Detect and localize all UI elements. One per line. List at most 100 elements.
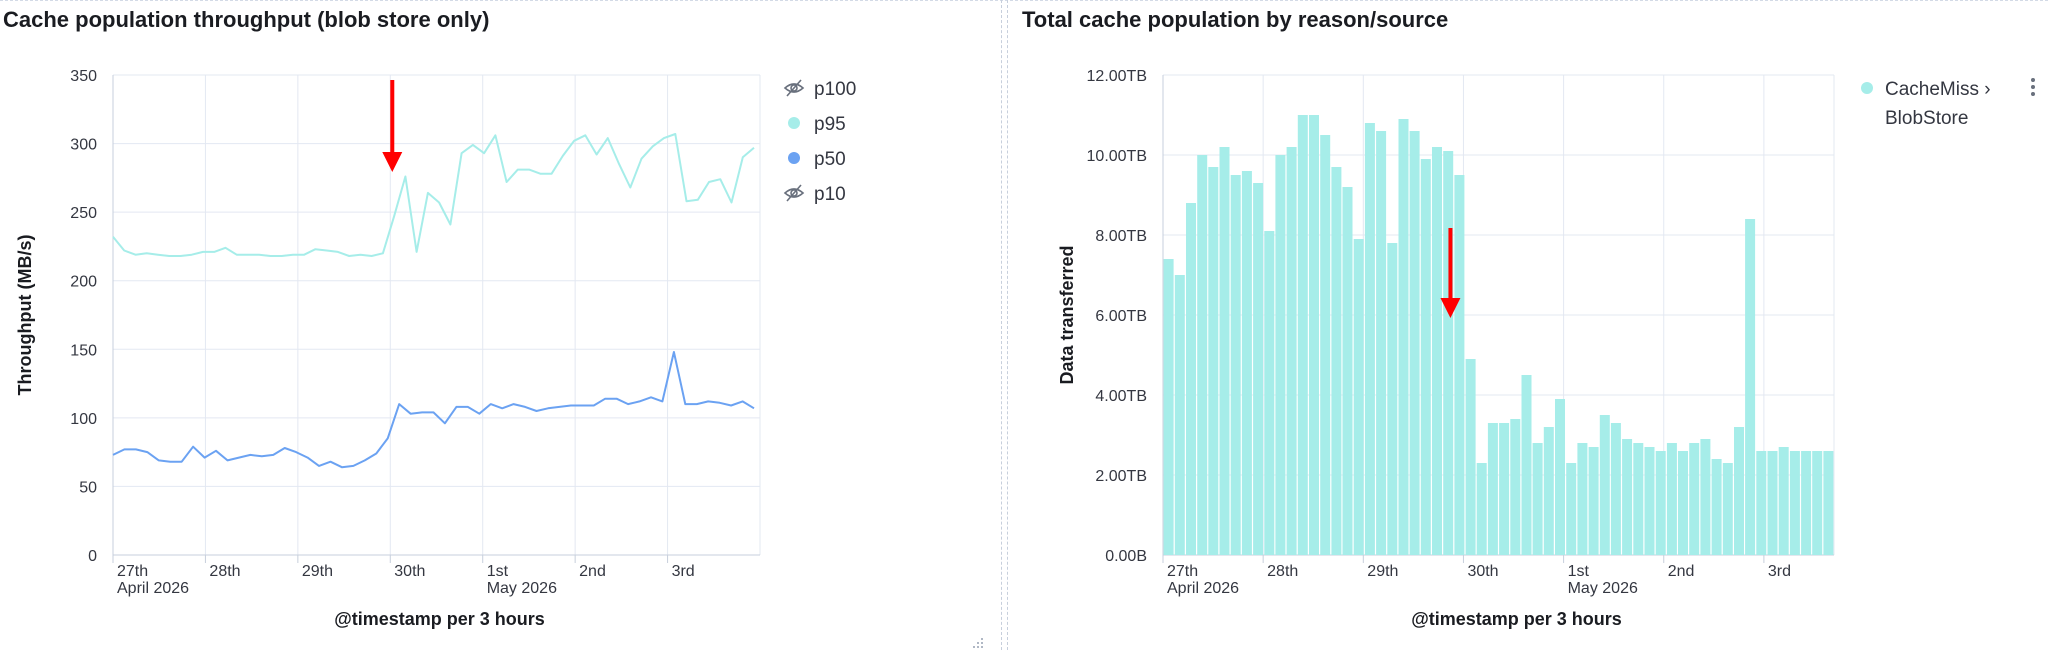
bar: [1532, 443, 1543, 555]
x-tick-label: 3rd: [672, 563, 695, 580]
resize-handle-icon[interactable]: [972, 636, 984, 648]
x-tick-label: 30th: [394, 563, 425, 580]
y-tick-label: 0: [88, 548, 97, 565]
y-tick-label: 8.00TB: [1095, 228, 1147, 245]
legend-swatch: [788, 117, 800, 129]
y-tick-label: 12.00TB: [1087, 68, 1147, 85]
bar: [1454, 175, 1465, 555]
bar: [1633, 443, 1644, 555]
x-tick-label: 1st: [487, 563, 509, 580]
legend-menu-icon[interactable]: [2030, 76, 2036, 98]
x-tick-label: 29th: [302, 563, 333, 580]
bar: [1655, 451, 1666, 555]
legend-item-label: p50: [814, 149, 846, 170]
bar: [1253, 183, 1264, 555]
bar: [1555, 399, 1565, 555]
bar: [1364, 123, 1375, 555]
y-tick-label: 300: [70, 137, 97, 154]
bar: [1722, 463, 1733, 555]
population-panel-title: Total cache population by reason/source: [1022, 7, 1449, 32]
bar: [1297, 115, 1308, 555]
x-axis-title: @timestamp per 3 hours: [334, 609, 545, 629]
series-line-p95: [112, 133, 755, 257]
x-tick-label: 28th: [1267, 563, 1298, 580]
y-tick-label: 150: [70, 342, 97, 359]
population-panel: Total cache population by reason/source …: [1008, 0, 2048, 650]
bar: [1756, 451, 1767, 555]
legend-item-label: CacheMiss ›: [1885, 79, 1991, 100]
bar: [1510, 419, 1521, 555]
annotation-arrow: [382, 80, 403, 172]
legend-item-label-line2: BlobStore: [1885, 108, 1968, 129]
population-bar-chart[interactable]: 0.00B 2.00TB 4.00TB 6.00TB 8.00TB 10.00TB 12.0…: [1008, 0, 2048, 650]
x-tick-label: 28th: [209, 563, 240, 580]
bar: [1286, 147, 1297, 555]
y-tick-label: 200: [70, 274, 97, 291]
x-tick-label: 27th: [1167, 563, 1198, 580]
bar: [1812, 451, 1823, 555]
bar: [1823, 451, 1834, 555]
x-tick-label: 1st: [1568, 563, 1590, 580]
y-tick-label: 50: [79, 479, 97, 496]
bar: [1264, 231, 1275, 555]
bar: [1353, 239, 1364, 555]
bar: [1476, 463, 1487, 555]
x-tick-sublabel: May 2026: [487, 580, 557, 597]
x-tick-label: 2nd: [1668, 563, 1695, 580]
bar: [1588, 447, 1599, 555]
x-tick-label: 3rd: [1768, 563, 1791, 580]
x-tick-sublabel: April 2026: [117, 580, 189, 597]
legend-hidden-eye-icon: [783, 184, 805, 202]
bar: [1577, 443, 1588, 555]
series-line-p50: [112, 351, 755, 469]
bar: [1801, 451, 1812, 555]
legend-swatch: [1861, 82, 1873, 94]
bar: [1163, 259, 1174, 555]
bar: [1789, 451, 1800, 555]
y-tick-label: 10.00TB: [1087, 148, 1147, 165]
bar: [1241, 171, 1252, 555]
bar: [1599, 415, 1610, 555]
x-tick-label: 27th: [117, 563, 148, 580]
bar: [1443, 151, 1454, 555]
bar: [1309, 115, 1319, 555]
bar: [1409, 131, 1420, 555]
y-axis-title: Data transferred: [1057, 245, 1077, 384]
bar: [1465, 359, 1476, 555]
bar: [1398, 119, 1409, 555]
bar: [1487, 423, 1498, 555]
bar: [1208, 167, 1219, 555]
legend-hidden-eye-icon: [783, 79, 805, 97]
y-tick-label: 250: [70, 205, 97, 222]
bar: [1666, 443, 1677, 555]
bar: [1420, 159, 1431, 555]
bar: [1342, 187, 1353, 555]
y-tick-label: 100: [70, 411, 97, 428]
x-tick-sublabel: April 2026: [1167, 580, 1239, 597]
bar: [1767, 451, 1778, 555]
bar: [1387, 243, 1398, 555]
bar: [1778, 447, 1789, 555]
bar: [1320, 135, 1331, 555]
bar: [1499, 423, 1510, 555]
bar: [1745, 219, 1756, 555]
bar: [1689, 443, 1700, 555]
y-tick-label: 2.00TB: [1095, 468, 1147, 485]
bar: [1197, 155, 1208, 555]
bar: [1711, 459, 1722, 555]
y-tick-label: 6.00TB: [1095, 308, 1147, 325]
bar: [1644, 447, 1655, 555]
y-tick-label: 0.00B: [1105, 548, 1147, 565]
throughput-panel-title: Cache population throughput (blob store …: [3, 7, 490, 32]
bar: [1432, 147, 1442, 555]
bar: [1376, 131, 1387, 555]
x-tick-label: 29th: [1367, 563, 1398, 580]
bar: [1622, 439, 1633, 555]
legend-item-label: p100: [814, 79, 856, 100]
panel-divider: [1001, 0, 1008, 650]
throughput-panel: Cache population throughput (blob store …: [0, 0, 1000, 650]
bar: [1678, 451, 1688, 555]
panel-top-border: [0, 0, 2048, 1]
y-tick-label: 4.00TB: [1095, 388, 1147, 405]
